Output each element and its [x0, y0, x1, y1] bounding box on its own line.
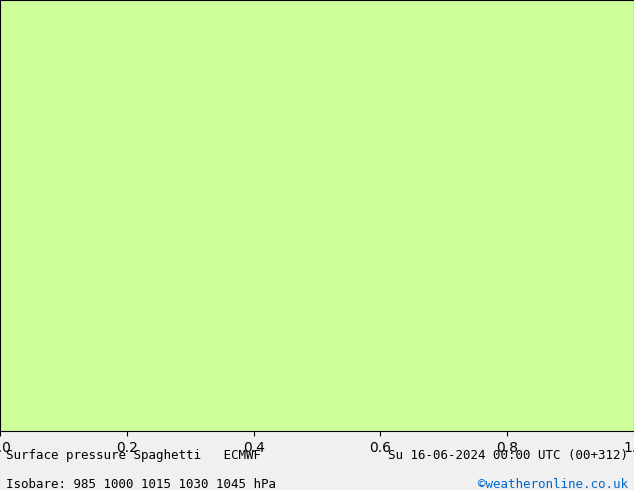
Text: Surface pressure Spaghetti   ECMWF: Surface pressure Spaghetti ECMWF: [6, 449, 261, 462]
Text: ©weatheronline.co.uk: ©weatheronline.co.uk: [477, 478, 628, 490]
Text: Isobare: 985 1000 1015 1030 1045 hPa: Isobare: 985 1000 1015 1030 1045 hPa: [6, 478, 276, 490]
Text: Su 16-06-2024 00:00 UTC (00+312): Su 16-06-2024 00:00 UTC (00+312): [387, 449, 628, 462]
